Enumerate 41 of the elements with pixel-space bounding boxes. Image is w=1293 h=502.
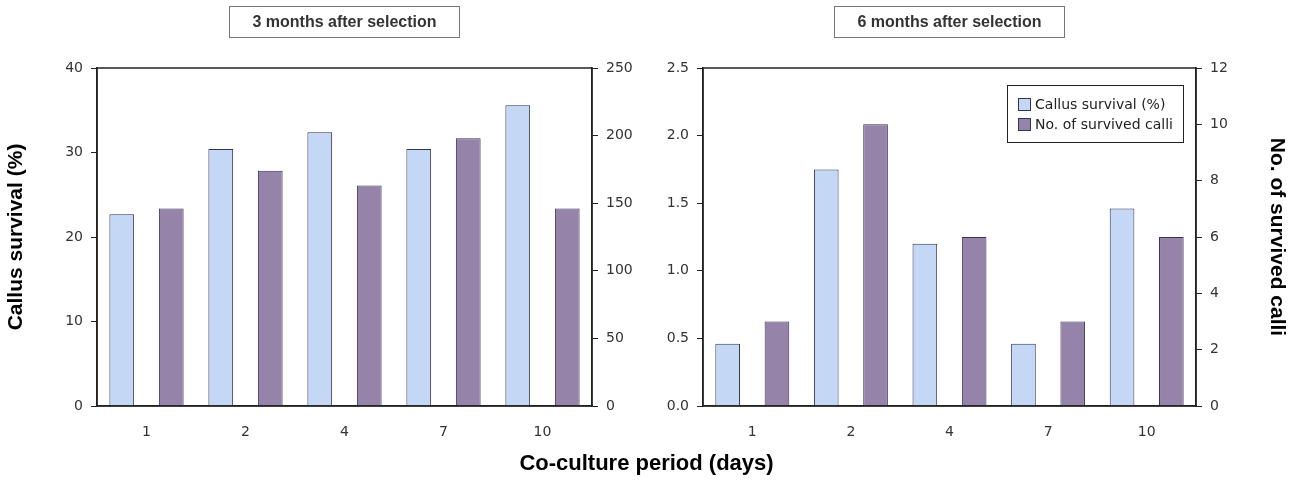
x-axis-title: Co-culture period (days) (518, 450, 775, 476)
y2-tick-label: 100 (606, 261, 633, 278)
y2-tick-label: 150 (606, 193, 633, 210)
legend-label: No. of survived calli (1035, 116, 1173, 132)
x-tick-label: 10 (533, 423, 552, 440)
y2-tick-label: 250 (606, 58, 633, 75)
x-tick-label: 1 (142, 423, 151, 440)
chart-title: 3 months after selection (229, 6, 460, 38)
y2-axis-title: No. of survived calli (1266, 137, 1290, 337)
x-tick-label: 4 (340, 423, 350, 440)
y-tick-label: 20 (65, 227, 83, 244)
x-tick-label: 10 (1137, 423, 1156, 440)
y-tick-label: 0.5 (666, 329, 689, 346)
x-tick-label: 1 (747, 423, 757, 440)
y2-tick-label: 8 (1210, 171, 1219, 188)
chart-title: 6 months after selection (834, 6, 1065, 38)
y2-tick-label: 10 (1210, 114, 1228, 131)
y-tick-label: 10 (65, 312, 83, 329)
x-tick-label: 4 (945, 423, 955, 440)
y-tick-label: 2.0 (666, 126, 689, 143)
y-tick-label: 0.0 (666, 396, 689, 413)
x-tick-label: 7 (439, 423, 448, 440)
y2-tick-label: 0 (1210, 396, 1219, 413)
y2-tick-label: 200 (606, 126, 633, 143)
y2-tick-label: 2 (1210, 340, 1219, 357)
x-tick-label: 2 (846, 423, 856, 440)
y-tick-label: 1.5 (666, 193, 689, 210)
y-tick-label: 40 (65, 58, 83, 75)
y-tick-label: 1.0 (666, 261, 689, 278)
y2-tick-label: 6 (1210, 227, 1219, 244)
x-tick-label: 2 (241, 423, 250, 440)
legend-label: Callus survival (%) (1035, 96, 1166, 112)
y2-tick-label: 4 (1210, 283, 1219, 300)
y2-tick-label: 0 (606, 396, 615, 413)
y-tick-label: 2.5 (666, 58, 689, 75)
y-tick-label: 30 (65, 143, 83, 160)
x-tick-label: 7 (1043, 423, 1053, 440)
y-tick-label: 0 (74, 396, 83, 413)
y-axis-title: Callus survival (%) (3, 143, 27, 331)
y2-tick-label: 50 (606, 329, 624, 346)
y2-tick-label: 12 (1210, 58, 1228, 75)
